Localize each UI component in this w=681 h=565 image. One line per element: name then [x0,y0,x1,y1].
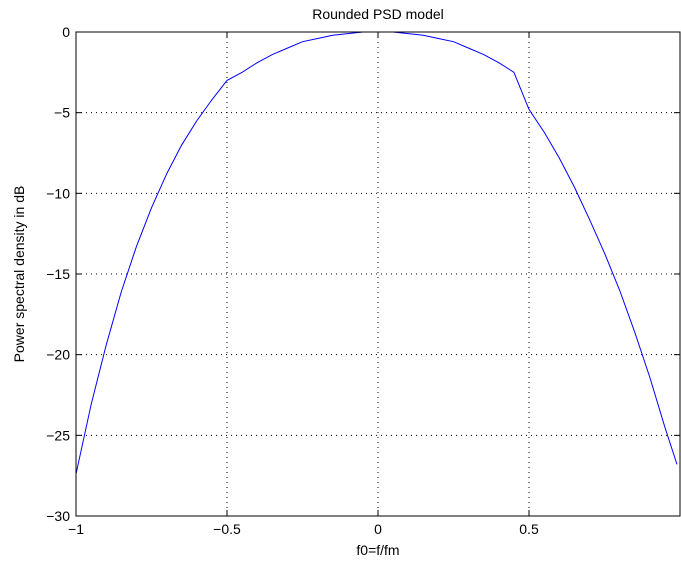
x-tick-label: 0 [374,521,382,537]
x-tick-label: 0.5 [519,521,539,537]
x-axis-label: f0=f/fm [356,542,399,558]
ticks: −1 −0.5 0 0.5 0 −5 −10 −15 −20 −25 −30 [46,24,680,537]
y-tick-label: −20 [46,347,70,363]
y-axis-label: Power spectral density in dB [11,186,27,363]
y-tick-label: 0 [62,24,70,40]
y-tick-label: −15 [46,266,70,282]
y-tick-label: −25 [46,427,70,443]
x-tick-label: −0.5 [213,521,241,537]
y-tick-label: −30 [46,508,70,524]
y-tick-label: −10 [46,185,70,201]
grid [76,32,680,516]
x-tick-label: −1 [68,521,84,537]
y-tick-label: −5 [54,105,70,121]
chart-title: Rounded PSD model [312,6,444,22]
